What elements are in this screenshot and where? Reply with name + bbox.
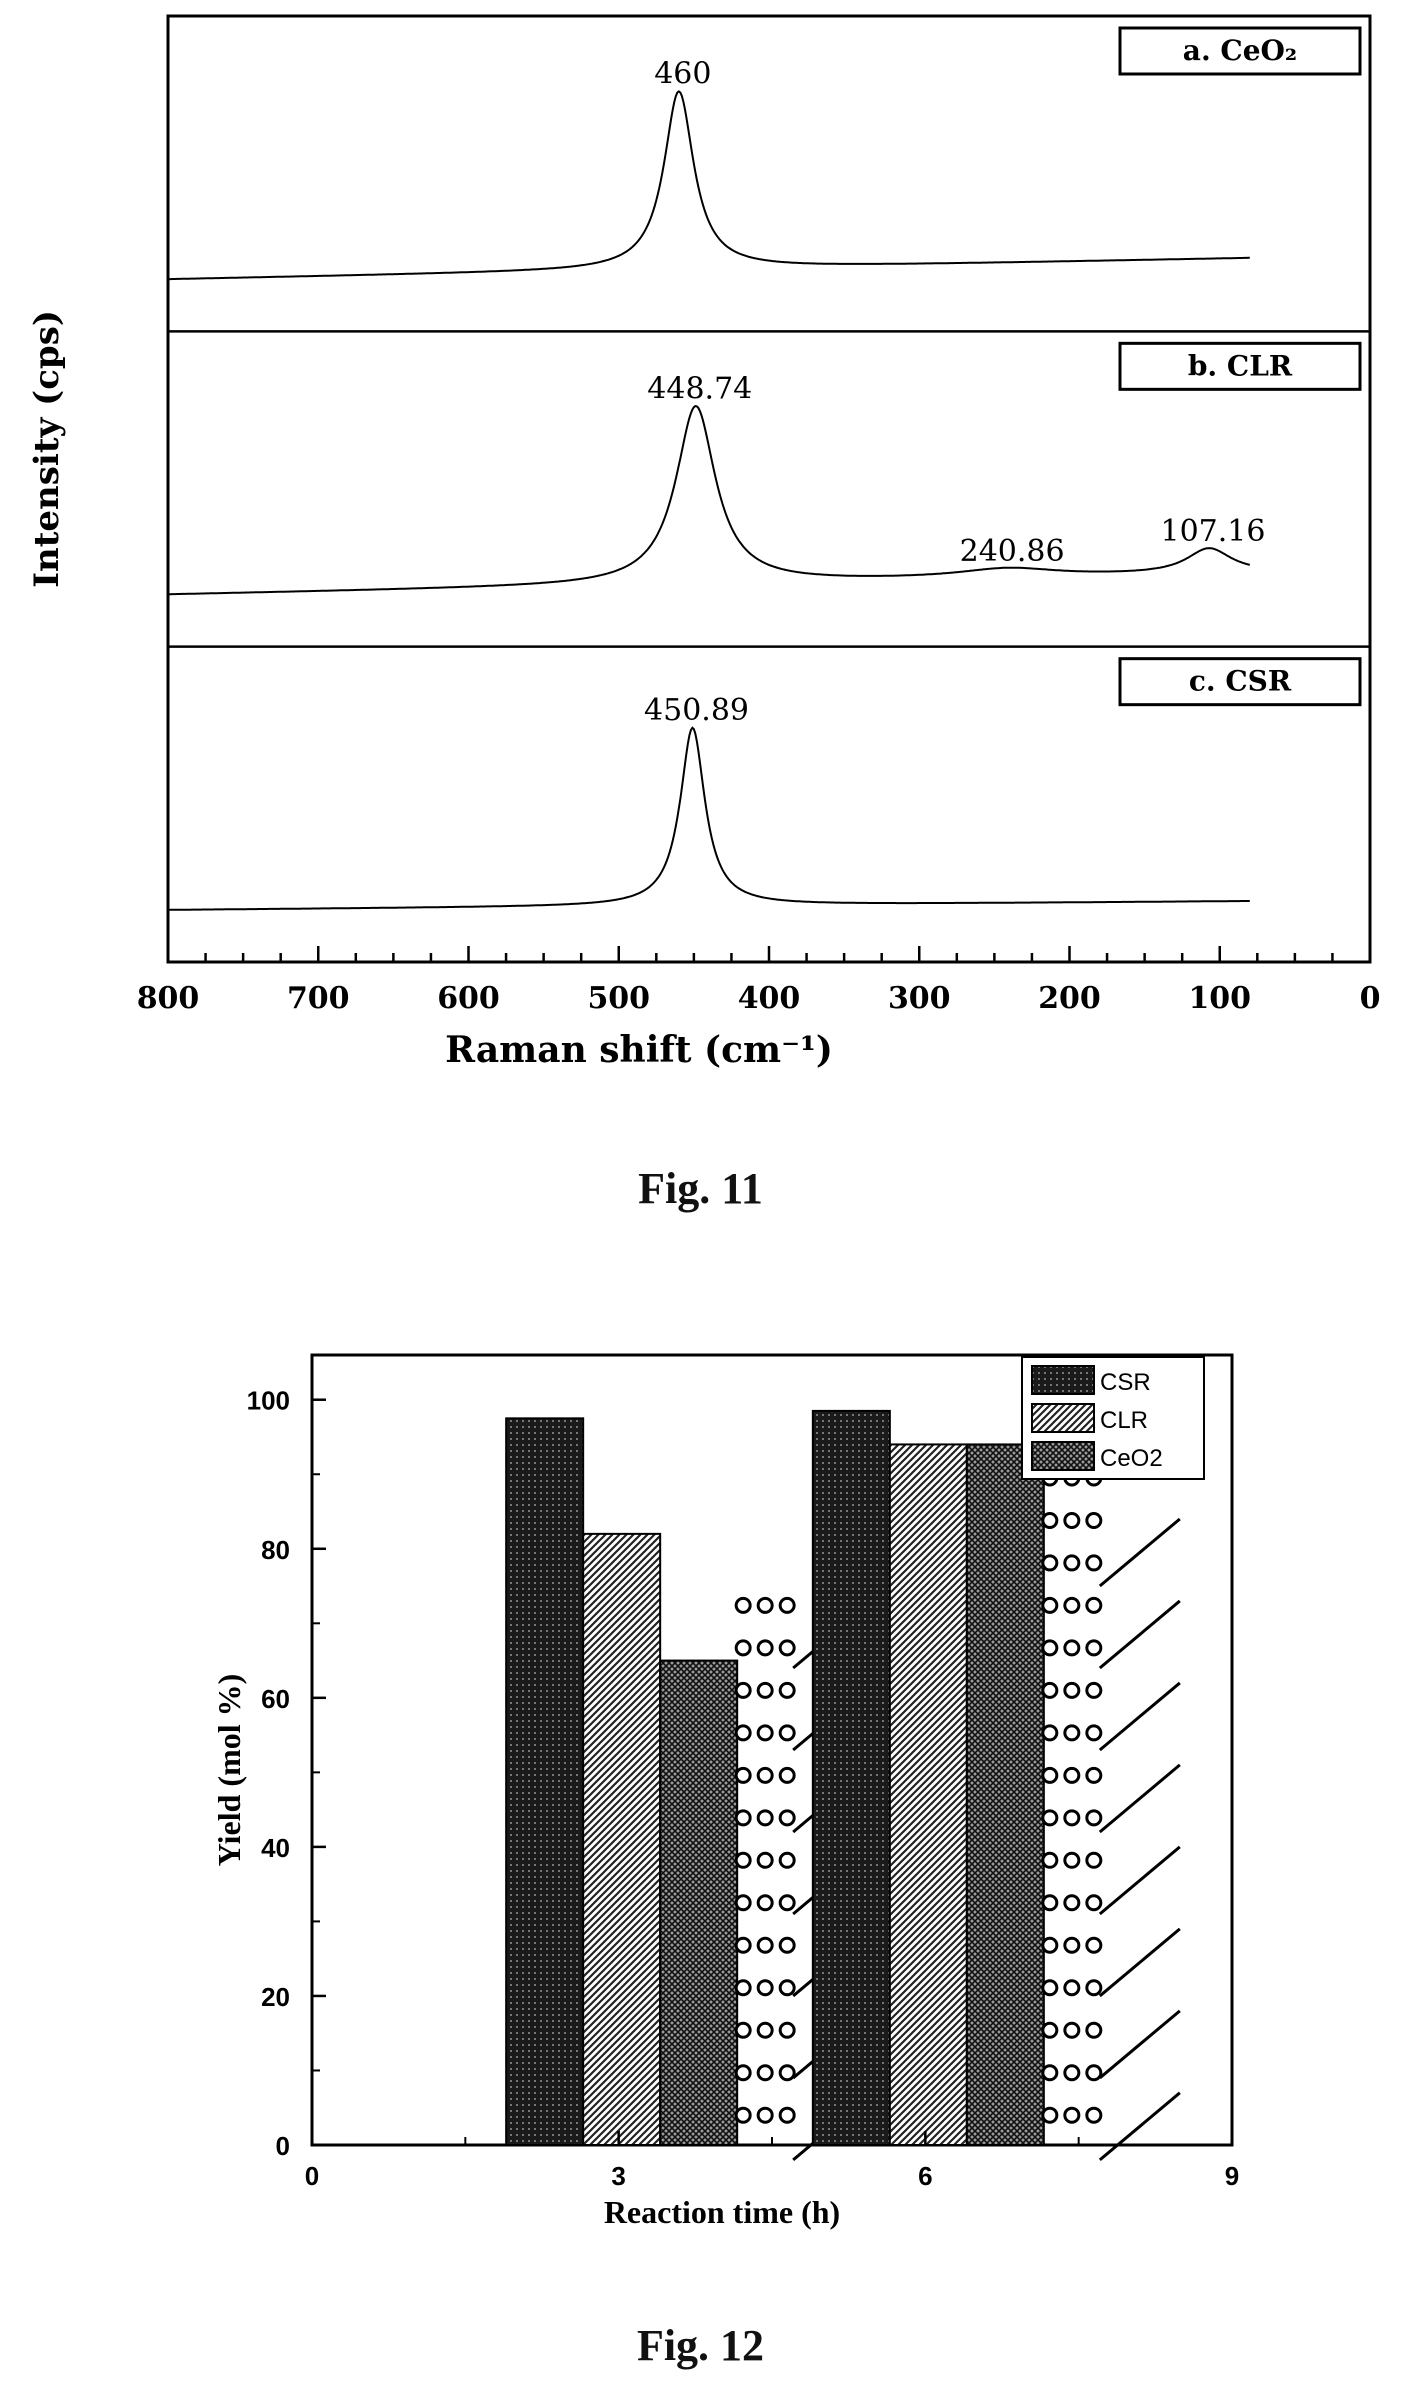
bar-CeO2-6 [965,1443,1045,2146]
legend-label-CeO2: CeO2 [1100,1445,1163,1472]
legend-label-CSR: CSR [1100,1369,1151,1396]
x-tick-label: 0 [1360,981,1381,1016]
spectrum-2 [168,405,1251,596]
panel-legend-box [1118,26,1362,76]
legend: CSR CLR CeO2 [1021,1356,1205,1480]
x-tick-label: 100 [1188,981,1251,1016]
bar-CSR-3 [505,1417,585,2146]
figure-12-caption: Fig. 12 [636,2321,765,2370]
y-tick-label: 60 [261,1684,290,1714]
x-tick-label: 600 [437,981,500,1016]
figure-11-caption: Fig. 11 [638,1164,763,1213]
y-axis-label: Yield (mol %) [211,1674,247,1867]
bar-CeO2-3 [659,1659,739,2146]
panel-legend-box [1118,657,1362,707]
legend-swatch-CeO2 [1031,1441,1095,1471]
y-tick-label: 40 [261,1833,290,1863]
x-tick-label: 300 [888,981,951,1016]
plot-frame [166,14,1372,964]
spectrum-1 [168,90,1250,281]
x-tick-label: 700 [287,981,350,1016]
panel-legend-1: a. CeO₂ [1118,26,1362,76]
peak-label: 107.16 [1160,514,1265,549]
x-tick-label: 0 [305,2161,319,2191]
legend-swatch-CSR [1031,1365,1095,1395]
panel-legend-3: c. CSR [1118,657,1362,707]
bar-CSR-6 [811,1409,891,2146]
x-tick-label: 3 [611,2161,625,2191]
legend-label-CLR: CLR [1100,1407,1148,1434]
x-tick-label: 400 [738,981,801,1016]
y-tick-label: 80 [261,1535,290,1565]
x-tick-label: 800 [137,981,200,1016]
panel-legend-label: b. CLR [1188,349,1293,382]
figure-12: 0 20 40 60 80 100 0 3 6 9 Reaction time (h) Yield (… [0,1300,1401,2294]
bar-decoration [1041,1469,1181,2162]
peak-label: 240.86 [960,534,1065,569]
y-tick-label: 0 [276,2131,290,2161]
peak-label: 450.89 [644,693,749,728]
peak-label: 460 [654,56,711,91]
figure-11: a. CeO₂ 460 b. CLR 448.74 240.86 107.16 c. CSR… [0,0,1401,1104]
x-tick-label: 200 [1038,981,1101,1016]
legend-swatch-CLR [1031,1403,1095,1433]
panel-legend-label: a. CeO₂ [1183,34,1297,67]
raman-chart: a. CeO₂ 460 b. CLR 448.74 240.86 107.16 c. CSR… [27,14,1381,1071]
y-tick-label: 20 [261,1982,290,2012]
y-tick-label: 100 [247,1386,290,1416]
bar-CLR-3 [582,1532,662,2146]
x-axis-label: Raman shift (cm⁻¹) [445,1029,833,1071]
panel-legend-box [1118,341,1362,391]
panel-legend-2: b. CLR [1118,341,1362,391]
yield-bar-chart: 0 20 40 60 80 100 0 3 6 9 Reaction time (h) Yield (… [211,1353,1239,2230]
y-axis-label: Intensity (cps) [27,310,67,588]
panel-legend-label: c. CSR [1189,665,1292,698]
x-tick-label: 9 [1225,2161,1239,2191]
x-axis-label: Reaction time (h) [604,2194,840,2230]
bar-CLR-6 [888,1443,968,2146]
peak-label: 448.74 [647,371,752,406]
x-tick-label: 500 [587,981,650,1016]
x-tick-label: 6 [918,2161,932,2191]
spectrum-3 [167,726,1250,911]
